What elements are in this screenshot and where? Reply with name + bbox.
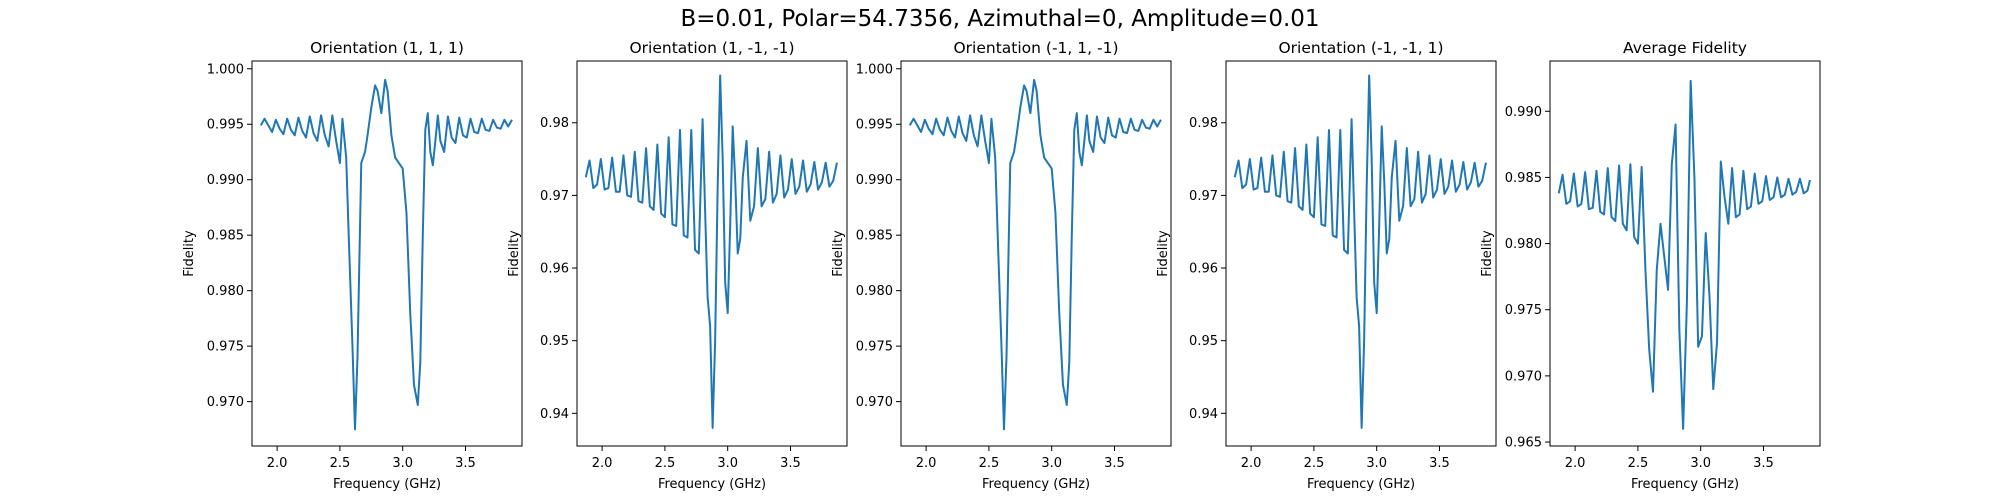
fidelity-line-3: [908, 78, 1162, 431]
axes-frame-5: [1549, 60, 1821, 447]
y-tick-label: 0.975: [1505, 303, 1542, 318]
fidelity-line-1: [259, 78, 513, 431]
fidelity-line-4: [1233, 74, 1487, 429]
x-tick-label: 3.5: [1429, 456, 1450, 471]
x-tick-label: 2.5: [979, 456, 1000, 471]
x-axis-label: Frequency (GHz): [333, 477, 441, 492]
x-tick-label: 3.5: [780, 456, 801, 471]
y-tick-label: 0.94: [540, 407, 569, 422]
x-tick-label: 3.5: [1753, 456, 1774, 471]
y-axis-label: Fidelity: [1156, 230, 1171, 277]
y-tick-label: 0.980: [207, 284, 244, 299]
y-tick-label: 0.96: [1189, 262, 1218, 277]
y-axis-label: Fidelity: [831, 230, 846, 277]
x-tick-label: 2.0: [1241, 456, 1262, 471]
y-tick-label: 0.995: [207, 118, 244, 133]
y-tick-label: 0.990: [207, 173, 244, 188]
y-tick-label: 0.985: [856, 229, 893, 244]
y-tick-label: 0.995: [856, 118, 893, 133]
x-tick-label: 2.5: [330, 456, 351, 471]
x-tick-label: 3.0: [717, 456, 738, 471]
x-tick-label: 2.5: [655, 456, 676, 471]
subplot-title-5: Average Fidelity: [1623, 39, 1747, 57]
x-tick-label: 2.0: [1565, 456, 1586, 471]
y-tick-label: 0.980: [856, 284, 893, 299]
x-tick-label: 2.0: [592, 456, 613, 471]
y-tick-label: 0.970: [207, 395, 244, 410]
subplot-title-4: Orientation (-1, -1, 1): [1278, 39, 1443, 57]
y-tick-label: 1.000: [207, 62, 244, 77]
y-tick-label: 0.97: [540, 189, 569, 204]
axes-frame-3: [900, 60, 1172, 447]
y-tick-label: 0.96: [540, 262, 569, 277]
y-tick-label: 1.000: [856, 62, 893, 77]
y-axis-label: Fidelity: [182, 230, 197, 277]
x-axis-label: Frequency (GHz): [1307, 477, 1415, 492]
subplot-title-2: Orientation (1, -1, -1): [629, 39, 794, 57]
figure-suptitle: B=0.01, Polar=54.7356, Azimuthal=0, Ampl…: [680, 6, 1320, 32]
x-tick-label: 3.0: [1366, 456, 1387, 471]
x-tick-label: 3.0: [392, 456, 413, 471]
y-axis-label: Fidelity: [507, 230, 522, 277]
subplot-title-1: Orientation (1, 1, 1): [310, 39, 464, 57]
y-tick-label: 0.975: [856, 340, 893, 355]
x-axis-label: Frequency (GHz): [658, 477, 766, 492]
y-tick-label: 0.970: [856, 395, 893, 410]
y-tick-label: 0.990: [856, 173, 893, 188]
x-tick-label: 3.0: [1690, 456, 1711, 471]
fidelity-line-5: [1557, 79, 1811, 430]
y-tick-label: 0.965: [1505, 436, 1542, 451]
y-tick-label: 0.97: [1189, 189, 1218, 204]
x-tick-label: 2.5: [1628, 456, 1649, 471]
x-tick-label: 2.5: [1304, 456, 1325, 471]
y-tick-label: 0.95: [1189, 334, 1218, 349]
y-axis-label: Fidelity: [1480, 230, 1495, 277]
axes-frame-2: [576, 60, 848, 447]
x-tick-label: 3.5: [1104, 456, 1125, 471]
axes-frame-4: [1225, 60, 1497, 447]
y-tick-label: 0.975: [207, 340, 244, 355]
y-tick-label: 0.985: [207, 229, 244, 244]
x-tick-label: 2.0: [267, 456, 288, 471]
y-tick-label: 0.94: [1189, 407, 1218, 422]
y-tick-label: 0.970: [1505, 369, 1542, 384]
y-tick-label: 0.95: [540, 334, 569, 349]
y-tick-label: 0.985: [1505, 171, 1542, 186]
fidelity-line-2: [584, 74, 838, 429]
subplot-title-3: Orientation (-1, 1, -1): [953, 39, 1118, 57]
axes-frame-1: [251, 60, 523, 447]
x-axis-label: Frequency (GHz): [982, 477, 1090, 492]
y-tick-label: 0.98: [540, 116, 569, 131]
x-axis-label: Frequency (GHz): [1631, 477, 1739, 492]
y-tick-label: 0.990: [1505, 105, 1542, 120]
x-tick-label: 3.0: [1041, 456, 1062, 471]
y-tick-label: 0.980: [1505, 237, 1542, 252]
x-tick-label: 2.0: [916, 456, 937, 471]
x-tick-label: 3.5: [455, 456, 476, 471]
y-tick-label: 0.98: [1189, 116, 1218, 131]
